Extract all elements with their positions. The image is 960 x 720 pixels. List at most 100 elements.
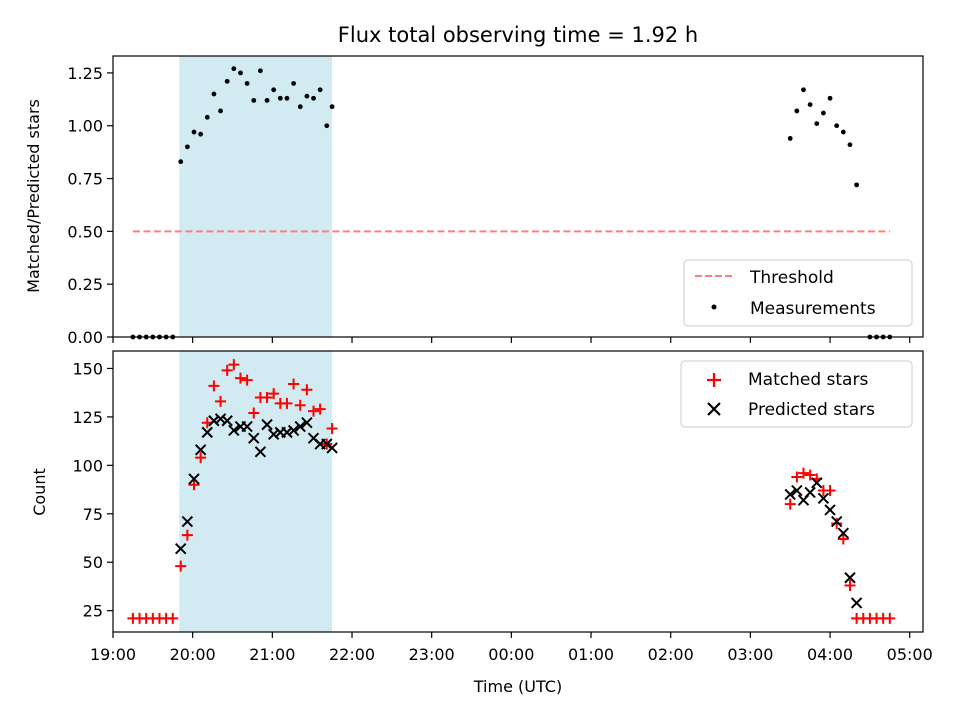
measurement-point [224,78,230,84]
predicted-star-point [201,426,213,439]
measurement-point [178,159,184,165]
bottom-y-tick-label: 100 [72,456,103,475]
bottom-x-ticks: 19:00 20:00 21:00 22:00 23:00 00:00 01:00 02:00… [90,632,933,664]
measurement-point [191,129,197,135]
predicted-star-point [254,446,267,458]
predicted-star-point [830,515,843,528]
matched-star-point [221,364,233,376]
bottom-y-tick-label: 50 [83,553,103,572]
predicted-star-point [837,527,850,539]
top-y-tick-label: 1.25 [67,64,103,83]
x-tick-label: 04:00 [807,645,853,664]
x-tick-label: 00:00 [488,645,534,664]
bottom-axes-frame [112,350,924,633]
measurement-point [854,182,860,188]
chart-title: Flux total observing time = 1.92 h [338,23,698,47]
measurement-point [184,144,190,150]
matched-star-point [208,380,220,392]
measurement-point [801,87,806,93]
measurement-point [787,135,793,141]
predicted-star-point [294,420,306,433]
predicted-stars-points [175,413,863,609]
bottom-shaded-interval [179,351,333,632]
measurement-point [847,142,853,148]
predicted-star-point [321,438,333,450]
measurement-point [204,114,210,120]
predicted-star-point [791,484,803,497]
bottom-y-tick-label: 25 [83,602,103,621]
top-shaded-interval [179,56,333,337]
matched-star-point [268,388,280,400]
predicted-star-point [208,415,220,427]
measurement-point [284,95,290,101]
predicted-star-point [817,492,830,504]
measurement-point [834,123,840,129]
measurement-point [311,95,316,101]
measurement-point [244,81,250,86]
measurement-point [807,102,813,107]
predicted-star-point [804,486,816,499]
predicted-stars-legend-label: Predicted stars [748,400,875,420]
matched-star-point [884,612,896,624]
matched-star-point [308,405,320,417]
top-x-ticks [112,337,911,343]
measurement-point [218,108,223,114]
matched-star-point [804,469,816,481]
top-legend: Threshold Measurements [683,259,913,327]
matched-star-point [301,384,313,396]
measurement-point [291,81,296,86]
predicted-star-point [221,415,233,427]
bottom-legend: Matched stars Predicted stars [680,360,913,428]
measurement-point [198,131,204,137]
x-tick-label: 01:00 [568,645,614,664]
top-y-tick-label: 0.50 [67,222,103,241]
measurement-point [257,68,263,74]
bottom-legend-box [680,360,913,428]
measurement-point [794,108,800,114]
matched-star-point [167,612,179,624]
matched-star-point [784,498,796,510]
predicted-star-point [326,442,338,454]
measurement-point [251,97,257,103]
matched-star-point [228,359,240,371]
predicted-star-point [824,504,836,516]
measurement-point [840,129,846,135]
top-axes-frame [112,55,924,338]
top-y-tick-label: 0.00 [67,328,103,347]
measurements-legend-swatch [711,304,717,310]
x-tick-label: 19:00 [90,645,136,664]
measurement-point [827,95,833,101]
bottom-y-ticks: 25 50 75 100 125 150 [72,359,113,621]
matched-star-point [831,517,843,529]
x-tick-label: 03:00 [727,645,773,664]
predicted-star-point [850,597,863,609]
bottom-y-axis-label: Count [30,468,49,516]
matched-star-point [837,533,849,545]
matched-star-point [326,423,338,435]
matched-star-point [175,560,187,572]
measurement-point [317,87,323,93]
matched-star-point [314,403,326,415]
measurement-point [297,104,303,110]
predicted-star-point [267,428,280,441]
predicted-star-point [784,488,796,501]
matched-star-point [281,397,293,409]
matched-star-point [791,471,803,483]
predicted-star-point [287,424,300,437]
matched-star-point [844,579,856,591]
x-tick-label: 02:00 [648,645,694,664]
matched-star-point [241,374,253,386]
matched-star-point [234,372,246,384]
matched-star-point [261,392,273,404]
top-y-tick-label: 0.25 [67,275,103,294]
predicted-stars-legend-swatch [707,402,721,416]
predicted-star-point [194,444,207,456]
x-tick-label: 05:00 [887,645,933,664]
threshold-legend-label: Threshold [749,268,834,288]
matched-star-point [181,529,193,541]
predicted-star-point [241,420,253,433]
x-tick-label: 23:00 [409,645,455,664]
matched-stars-legend-swatch [707,373,721,387]
matched-star-point [188,479,200,491]
